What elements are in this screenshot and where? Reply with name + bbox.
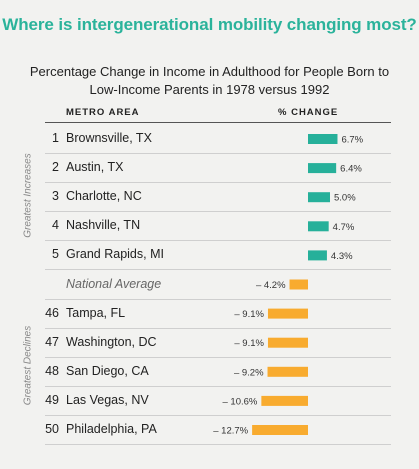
chart-title-line-2: Low-Income Parents in 1978 versus 1992 [89,82,330,97]
row-metro-name: Brownsville, TX [66,131,152,145]
row-divider [45,182,391,184]
column-header-metro: METRO AREA [66,107,140,118]
bar [308,221,329,232]
row-rank: 48 [45,363,59,378]
row-metro-name: Nashville, TN [66,218,141,233]
bar [308,163,337,174]
row-metro-name: National Average [66,276,162,291]
bar [308,134,338,144]
data-label: 6.4% [340,164,362,175]
chart-title: Percentage Change in Income in Adulthood… [20,63,399,99]
row-rank: 5 [52,247,59,262]
row-divider [45,414,391,416]
bar [267,308,308,319]
bar [252,425,308,435]
column-header-change: % CHANGE [278,107,339,118]
data-label: 6.7% [341,135,363,146]
data-label: – 9.1% [234,309,264,320]
row-metro-name: Austin, TX [66,160,124,175]
bar [267,366,308,377]
data-label: – 9.1% [234,338,264,349]
row-metro-name: Tampa, FL [66,305,126,320]
row-rank: 3 [52,189,59,204]
data-label: 4.3% [331,251,353,262]
data-label: 5.0% [334,193,356,204]
data-label: – 4.2% [256,280,286,291]
data-label: – 12.7% [213,426,248,437]
row-metro-name: Grand Rapids, MI [66,247,164,262]
row-divider [45,298,391,300]
row-divider [45,153,391,155]
row-rank: 46 [45,305,59,320]
row-divider [45,385,391,387]
data-label: – 10.6% [222,396,257,407]
row-divider [45,356,391,358]
row-metro-name: Las Vegas, NV [66,392,149,407]
bar [289,279,308,290]
bar [261,395,308,406]
row-rank: 2 [52,160,59,175]
row-metro-name: San Diego, CA [66,363,149,378]
row-divider [45,122,391,123]
row-metro-name: Philadelphia, PA [66,422,157,436]
row-rank: 4 [52,218,59,233]
row-metro-name: Charlotte, NC [66,189,142,204]
row-divider [45,211,391,213]
data-label: 4.7% [333,222,355,233]
row-metro-name: Washington, DC [66,334,157,349]
headline: Where is intergenerational mobility chan… [2,15,417,34]
row-rank: 47 [45,334,59,349]
row-divider [45,327,391,329]
row-divider [45,269,391,271]
bar [308,192,330,203]
row-divider [45,240,391,242]
row-rank: 49 [45,392,59,407]
row-rank: 50 [45,422,59,436]
chart-title-line-1: Percentage Change in Income in Adulthood… [29,64,390,79]
bar [267,337,308,348]
row-divider [45,444,391,446]
data-label: – 9.2% [234,367,264,378]
bar [308,250,327,261]
row-rank: 1 [52,131,59,145]
